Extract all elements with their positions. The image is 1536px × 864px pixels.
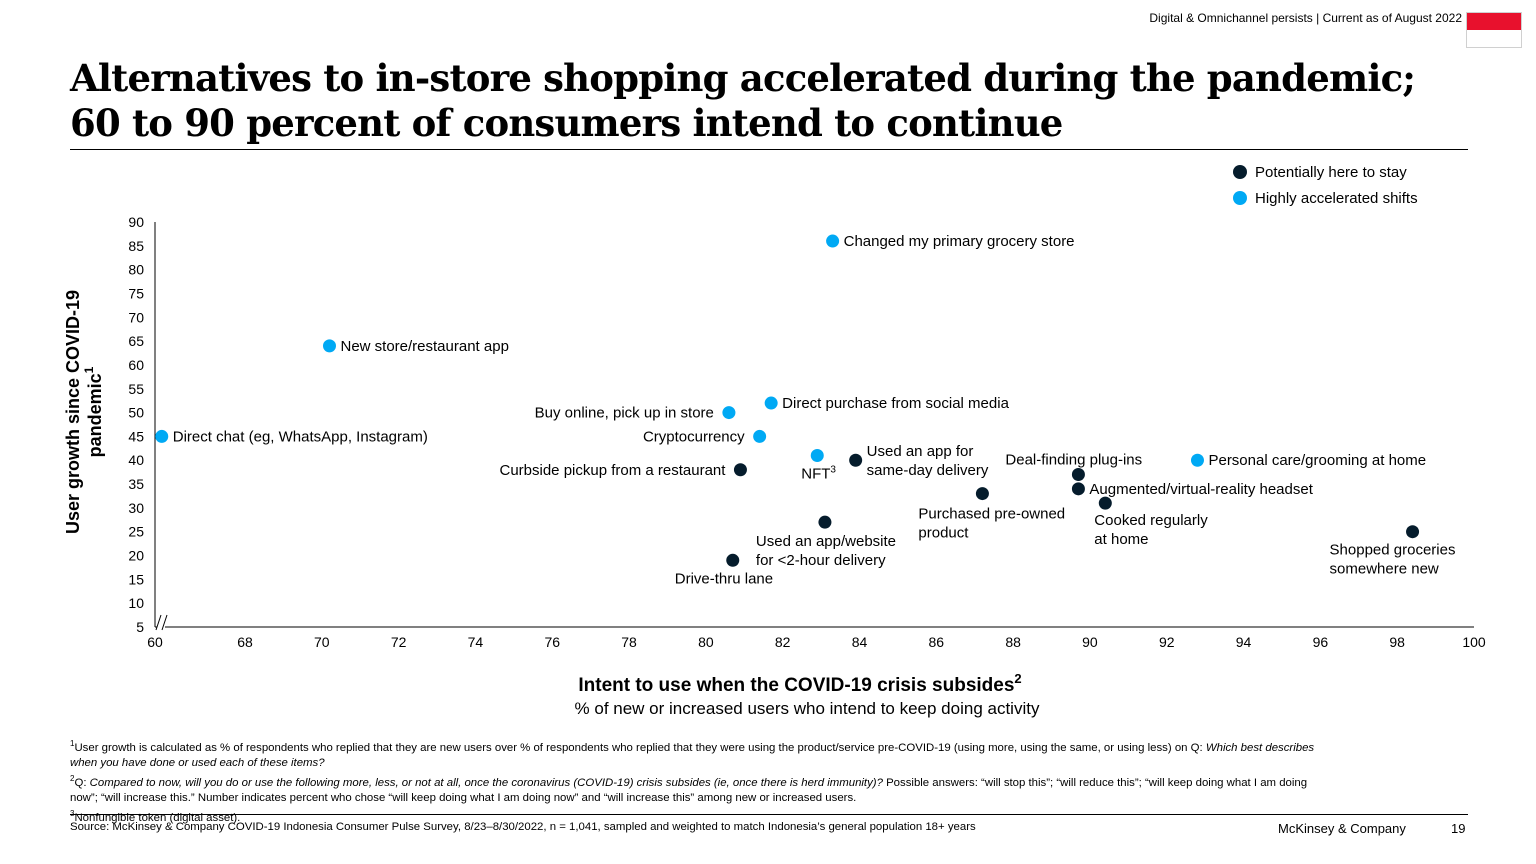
data-label: Shopped groceries somewhere new	[1330, 542, 1456, 578]
data-point	[1190, 453, 1204, 467]
data-point	[753, 429, 767, 443]
data-point	[826, 234, 840, 248]
y-tick-label: 30	[128, 500, 144, 516]
data-label: Deal-finding plug-ins	[1005, 452, 1142, 469]
data-point	[764, 396, 778, 410]
x-tick-label: 60	[147, 634, 163, 650]
data-point	[818, 515, 832, 529]
legend-marker	[1233, 165, 1247, 179]
brand-name: McKinsey & Company	[1278, 821, 1406, 836]
footer-divider	[70, 814, 1468, 815]
data-point	[322, 339, 336, 353]
x-tick-label: 76	[544, 634, 560, 650]
x-tick-label: 82	[775, 634, 791, 650]
axis-break-mark	[155, 614, 162, 631]
footnote-2: 2Q: Compared to now, will you do or use …	[70, 774, 1308, 805]
x-tick-label: 78	[621, 634, 637, 650]
data-label: New store/restaurant app	[340, 338, 508, 355]
data-label: NFT3	[801, 464, 836, 482]
data-label: Direct chat (eg, WhatsApp, Instagram)	[173, 428, 428, 445]
data-label: Used an app for same-day delivery	[867, 443, 989, 479]
x-tick-label: 68	[237, 634, 253, 650]
data-label: Direct purchase from social media	[782, 395, 1009, 412]
y-tick-label: 5	[136, 619, 144, 635]
legend-label: Highly accelerated shifts	[1255, 190, 1418, 207]
data-point	[726, 553, 740, 567]
data-point	[722, 406, 736, 420]
title-line-1: Alternatives to in-store shopping accele…	[70, 56, 1416, 100]
y-tick-label: 40	[128, 452, 144, 468]
footnote-1: 1User growth is calculated as % of respo…	[70, 739, 1315, 769]
y-tick-label: 45	[128, 428, 144, 444]
y-tick-label: 35	[128, 476, 144, 492]
indonesia-flag-icon	[1466, 12, 1522, 48]
footnotes: 1User growth is calculated as % of respo…	[70, 736, 1320, 826]
data-label: Buy online, pick up in store	[535, 405, 714, 422]
y-tick-label: 55	[128, 381, 144, 397]
y-tick-label: 65	[128, 333, 144, 349]
y-tick-label: 15	[128, 571, 144, 587]
data-point	[1098, 496, 1112, 510]
data-point	[1071, 468, 1085, 482]
page-number: 19	[1451, 821, 1466, 836]
page-title: Alternatives to in-store shopping accele…	[70, 56, 1470, 146]
data-label: Purchased pre-owned product	[918, 506, 1065, 542]
x-tick-label: 92	[1159, 634, 1175, 650]
data-point	[733, 463, 747, 477]
data-label: Changed my primary grocery store	[844, 233, 1075, 250]
y-tick-label: 80	[128, 262, 144, 278]
legend-marker	[1233, 191, 1247, 205]
x-tick-label: 72	[391, 634, 407, 650]
title-divider	[70, 149, 1468, 150]
data-label: Cryptocurrency	[643, 428, 745, 445]
y-tick-label: 90	[128, 214, 144, 230]
x-tick-label: 100	[1462, 634, 1486, 650]
x-tick-label: 74	[468, 634, 484, 650]
x-tick-label: 84	[852, 634, 868, 650]
y-tick-label: 25	[128, 524, 144, 540]
axis-break-gap	[157, 615, 165, 629]
data-point	[155, 429, 169, 443]
y-tick-label: 20	[128, 548, 144, 564]
y-tick-label: 85	[128, 238, 144, 254]
y-tick-label: 60	[128, 357, 144, 373]
data-point	[975, 487, 989, 501]
data-label: Drive-thru lane	[675, 570, 773, 587]
x-tick-label: 98	[1389, 634, 1405, 650]
data-point	[849, 453, 863, 467]
x-tick-label: 70	[314, 634, 330, 650]
legend-label: Potentially here to stay	[1255, 164, 1407, 181]
data-label: Curbside pickup from a restaurant	[500, 462, 727, 479]
footnote-3: 3Nonfungible token (digital asset).	[70, 809, 241, 825]
x-axis-subtitle: % of new or increased users who intend t…	[575, 699, 1040, 718]
y-tick-label: 75	[128, 285, 144, 301]
x-tick-label: 96	[1313, 634, 1329, 650]
x-tick-label: 80	[698, 634, 714, 650]
y-axis-title: User growth since COVID-19 pandemic1	[63, 290, 105, 534]
data-label: Cooked regularly at home	[1094, 512, 1208, 548]
data-point	[810, 448, 824, 462]
data-label: Used an app/website for <2-hour delivery	[756, 533, 896, 569]
data-label: Augmented/virtual-reality headset	[1089, 481, 1313, 498]
x-axis-title: Intent to use when the COVID-19 crisis s…	[578, 671, 1021, 696]
data-label: Personal care/grooming at home	[1208, 452, 1426, 469]
x-tick-label: 86	[929, 634, 945, 650]
y-tick-label: 10	[128, 595, 144, 611]
y-tick-label: 70	[128, 309, 144, 325]
data-point	[1071, 482, 1085, 496]
y-tick-label: 50	[128, 405, 144, 421]
x-tick-label: 88	[1005, 634, 1021, 650]
axis-break-mark	[161, 614, 168, 631]
x-tick-label: 94	[1236, 634, 1252, 650]
x-tick-label: 90	[1082, 634, 1098, 650]
report-topline: Digital & Omnichannel persists | Current…	[1149, 11, 1462, 25]
title-line-2: 60 to 90 percent of consumers intend to …	[70, 101, 1063, 145]
source-note: Source: McKinsey & Company COVID-19 Indo…	[70, 821, 976, 833]
data-point	[1406, 525, 1420, 539]
